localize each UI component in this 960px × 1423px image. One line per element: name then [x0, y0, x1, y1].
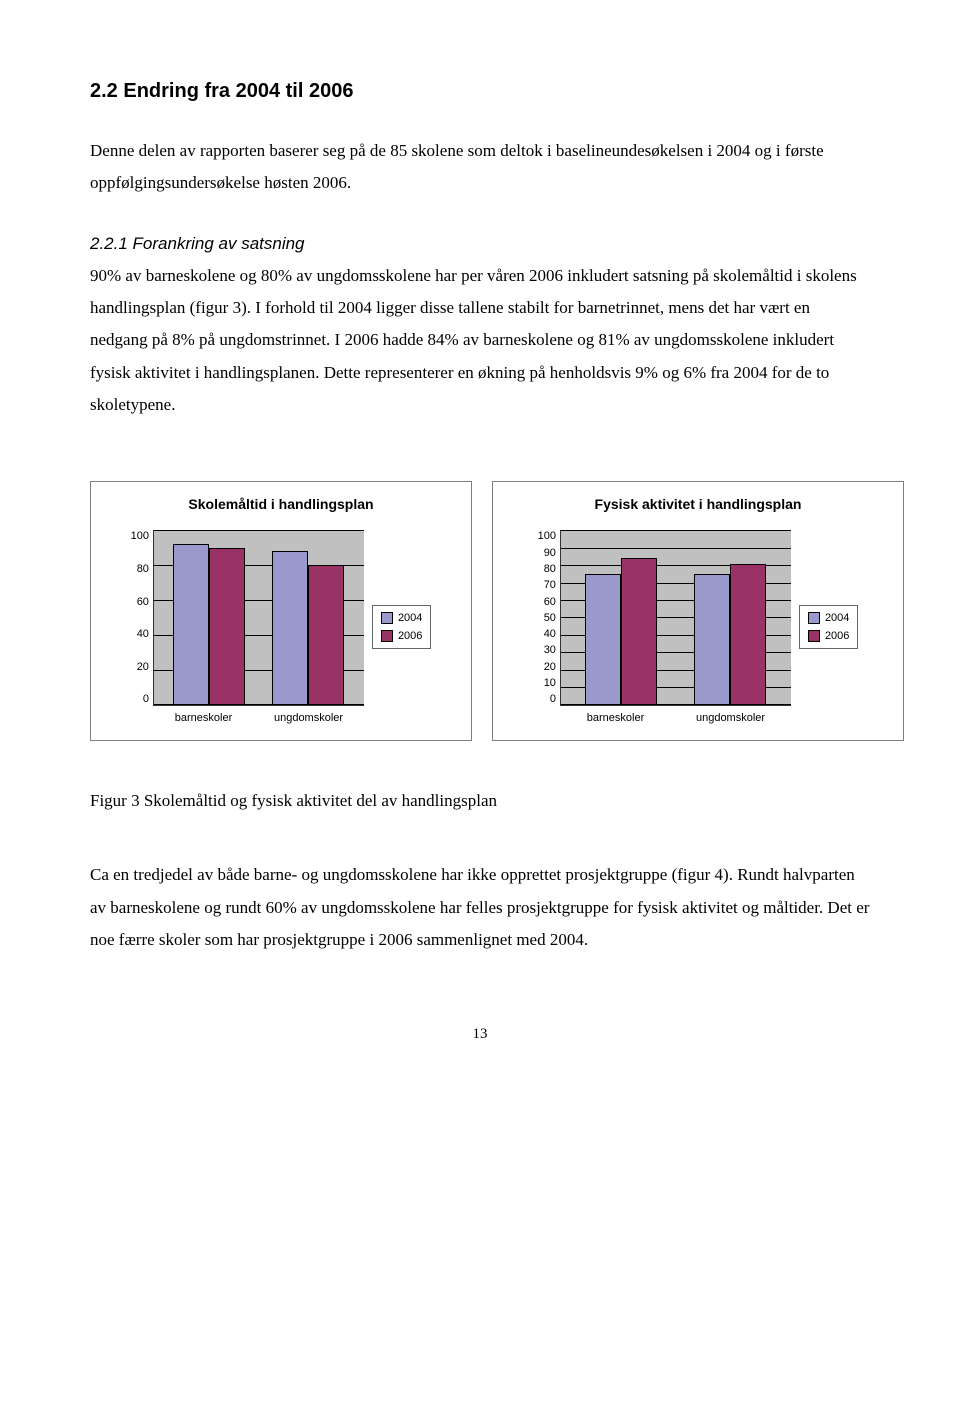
legend-item: 2004 [808, 612, 849, 624]
y-axis-left: 100 80 60 40 20 0 [131, 530, 153, 705]
y-tick-label: 50 [544, 612, 556, 624]
body-paragraph: 90% av barneskolene og 80% av ungdomssko… [90, 266, 857, 414]
y-tick-label: 0 [550, 693, 556, 705]
y-tick-label: 40 [544, 628, 556, 640]
y-tick-label: 40 [137, 628, 149, 640]
y-tick-label: 60 [544, 596, 556, 608]
y-tick-label: 0 [143, 693, 149, 705]
x-labels-right: barneskoler ungdomskoler [561, 712, 791, 724]
y-tick-label: 20 [137, 661, 149, 673]
x-labels-left: barneskoler ungdomskoler [154, 712, 364, 724]
y-tick-label: 20 [544, 661, 556, 673]
legend-label: 2006 [398, 630, 422, 642]
y-tick-label: 80 [137, 563, 149, 575]
bar-group [272, 551, 344, 705]
bar [585, 574, 621, 705]
bar [621, 558, 657, 705]
legend-swatch [381, 612, 393, 624]
legend-swatch [808, 612, 820, 624]
x-tick-label: barneskoler [175, 712, 232, 724]
chart-skolemaltid: Skolemåltid i handlingsplan 100806040200… [90, 481, 472, 741]
y-tick-label: 80 [544, 563, 556, 575]
section-title: 2.2 Endring fra 2004 til 2006 [90, 80, 870, 103]
legend-label: 2004 [398, 612, 422, 624]
x-tick-label: ungdomskoler [274, 712, 343, 724]
legend-left: 2004 2006 [372, 605, 431, 649]
subsection: 2.2.1 Forankring av satsning 90% av barn… [90, 228, 870, 422]
y-tick-label: 70 [544, 579, 556, 591]
subheading: 2.2.1 Forankring av satsning [90, 234, 305, 253]
legend-label: 2004 [825, 612, 849, 624]
closing-paragraph: Ca en tredjedel av både barne- og ungdom… [90, 859, 870, 956]
legend-item: 2006 [808, 630, 849, 642]
plot-area-right [560, 530, 791, 706]
bar-group [173, 544, 245, 705]
bar [209, 548, 245, 706]
y-tick-label: 90 [544, 547, 556, 559]
y-tick-label: 10 [544, 677, 556, 689]
bar-group [694, 564, 766, 706]
bar-group [585, 558, 657, 705]
y-tick-label: 60 [137, 596, 149, 608]
y-tick-label: 100 [131, 530, 149, 542]
intro-paragraph: Denne delen av rapporten baserer seg på … [90, 135, 870, 200]
legend-label: 2006 [825, 630, 849, 642]
x-tick-label: ungdomskoler [696, 712, 765, 724]
bar [694, 574, 730, 705]
chart-title: Skolemåltid i handlingsplan [188, 496, 373, 512]
y-axis-right: 1009080706050403020100 [538, 530, 560, 705]
plot-area-left [153, 530, 364, 706]
bar [272, 551, 308, 705]
legend-item: 2004 [381, 612, 422, 624]
x-tick-label: barneskoler [587, 712, 644, 724]
y-tick-label: 100 [538, 530, 556, 542]
page-number: 13 [90, 1026, 870, 1043]
bar [308, 565, 344, 705]
chart-title: Fysisk aktivitet i handlingsplan [595, 496, 802, 512]
legend-right: 2004 2006 [799, 605, 858, 649]
bar [730, 564, 766, 706]
legend-item: 2006 [381, 630, 422, 642]
chart-fysisk-aktivitet: Fysisk aktivitet i handlingsplan 1009080… [492, 481, 904, 741]
legend-swatch [808, 630, 820, 642]
bar [173, 544, 209, 705]
legend-swatch [381, 630, 393, 642]
figure-caption: Figur 3 Skolemåltid og fysisk aktivitet … [90, 791, 870, 811]
charts-row: Skolemåltid i handlingsplan 100806040200… [90, 481, 870, 741]
y-tick-label: 30 [544, 644, 556, 656]
